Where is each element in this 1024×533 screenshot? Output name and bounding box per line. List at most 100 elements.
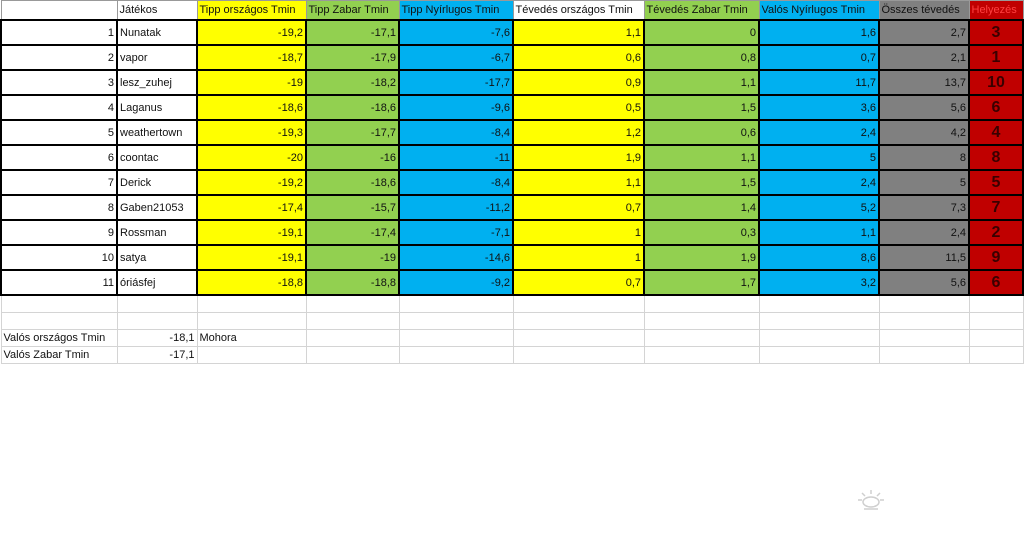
cell-valos-nyirlugos[interactable]: 2,4 bbox=[758, 119, 880, 146]
cell-tipp-nyirlugos[interactable]: -9,6 bbox=[398, 94, 514, 121]
summary-cell[interactable] bbox=[878, 346, 970, 364]
cell-row-number[interactable]: 6 bbox=[0, 144, 118, 171]
summary-cell[interactable] bbox=[758, 312, 880, 330]
summary-cell[interactable] bbox=[643, 294, 760, 313]
cell-osszes-teves[interactable]: 2,7 bbox=[878, 19, 970, 46]
summary-cell[interactable] bbox=[398, 329, 514, 347]
cell-player[interactable]: Gaben21053 bbox=[116, 194, 198, 221]
summary-cell[interactable] bbox=[968, 329, 1024, 347]
cell-player[interactable]: Nunatak bbox=[116, 19, 198, 46]
header-tipp-orszagos[interactable]: Tipp országos Tmin bbox=[196, 0, 307, 21]
cell-teves-orszagos[interactable]: 0,7 bbox=[512, 194, 645, 221]
cell-row-number[interactable]: 8 bbox=[0, 194, 118, 221]
cell-valos-nyirlugos[interactable]: 5 bbox=[758, 144, 880, 171]
cell-valos-nyirlugos[interactable]: 2,4 bbox=[758, 169, 880, 196]
cell-osszes-teves[interactable]: 5,6 bbox=[878, 269, 970, 296]
cell-valos-nyirlugos[interactable]: 8,6 bbox=[758, 244, 880, 271]
cell-row-number[interactable]: 7 bbox=[0, 169, 118, 196]
cell-player[interactable]: vapor bbox=[116, 44, 198, 71]
cell-player[interactable]: coontac bbox=[116, 144, 198, 171]
cell-teves-orszagos[interactable]: 0,7 bbox=[512, 269, 645, 296]
cell-osszes-teves[interactable]: 8 bbox=[878, 144, 970, 171]
cell-row-number[interactable]: 10 bbox=[0, 244, 118, 271]
cell-teves-orszagos[interactable]: 1,1 bbox=[512, 19, 645, 46]
cell-row-number[interactable]: 3 bbox=[0, 69, 118, 96]
summary-cell[interactable] bbox=[878, 294, 970, 313]
cell-player[interactable]: Derick bbox=[116, 169, 198, 196]
cell-tipp-zabar[interactable]: -18,6 bbox=[305, 94, 400, 121]
cell-osszes-teves[interactable]: 5,6 bbox=[878, 94, 970, 121]
summary-cell[interactable] bbox=[305, 294, 400, 313]
cell-player[interactable]: Rossman bbox=[116, 219, 198, 246]
summary-cell[interactable] bbox=[758, 294, 880, 313]
cell-teves-orszagos[interactable]: 0,5 bbox=[512, 94, 645, 121]
header-osszes-teves[interactable]: Összes tévedés bbox=[878, 0, 970, 21]
cell-osszes-teves[interactable]: 11,5 bbox=[878, 244, 970, 271]
cell-tipp-zabar[interactable]: -17,4 bbox=[305, 219, 400, 246]
summary-cell[interactable] bbox=[196, 346, 307, 364]
cell-tipp-orszagos[interactable]: -19,1 bbox=[196, 244, 307, 271]
summary-cell[interactable] bbox=[116, 294, 198, 313]
cell-tipp-zabar[interactable]: -17,9 bbox=[305, 44, 400, 71]
cell-helyezes[interactable]: 4 bbox=[968, 119, 1024, 146]
summary-cell[interactable] bbox=[643, 329, 760, 347]
summary-cell[interactable]: -18,1 bbox=[116, 329, 198, 347]
cell-row-number[interactable]: 9 bbox=[0, 219, 118, 246]
summary-cell[interactable] bbox=[116, 312, 198, 330]
cell-osszes-teves[interactable]: 2,4 bbox=[878, 219, 970, 246]
summary-cell[interactable] bbox=[196, 294, 307, 313]
cell-tipp-zabar[interactable]: -18,2 bbox=[305, 69, 400, 96]
cell-tipp-zabar[interactable]: -17,7 bbox=[305, 119, 400, 146]
header-teves-orszagos[interactable]: Tévedés országos Tmin bbox=[512, 0, 645, 21]
cell-valos-nyirlugos[interactable]: 3,2 bbox=[758, 269, 880, 296]
summary-cell[interactable] bbox=[305, 312, 400, 330]
cell-teves-orszagos[interactable]: 1,9 bbox=[512, 144, 645, 171]
cell-row-number[interactable]: 4 bbox=[0, 94, 118, 121]
cell-tipp-orszagos[interactable]: -19,3 bbox=[196, 119, 307, 146]
summary-cell[interactable] bbox=[758, 346, 880, 364]
cell-valos-nyirlugos[interactable]: 11,7 bbox=[758, 69, 880, 96]
cell-osszes-teves[interactable]: 7,3 bbox=[878, 194, 970, 221]
cell-teves-zabar[interactable]: 0,6 bbox=[643, 119, 760, 146]
summary-cell[interactable] bbox=[305, 329, 400, 347]
summary-cell[interactable] bbox=[968, 294, 1024, 313]
summary-cell[interactable] bbox=[968, 346, 1024, 364]
cell-helyezes[interactable]: 10 bbox=[968, 69, 1024, 96]
summary-cell[interactable] bbox=[968, 312, 1024, 330]
cell-row-number[interactable]: 11 bbox=[0, 269, 118, 296]
cell-tipp-orszagos[interactable]: -19,2 bbox=[196, 169, 307, 196]
cell-tipp-orszagos[interactable]: -17,4 bbox=[196, 194, 307, 221]
cell-valos-nyirlugos[interactable]: 5,2 bbox=[758, 194, 880, 221]
cell-osszes-teves[interactable]: 13,7 bbox=[878, 69, 970, 96]
summary-cell[interactable] bbox=[398, 312, 514, 330]
cell-helyezes[interactable]: 6 bbox=[968, 269, 1024, 296]
summary-cell[interactable] bbox=[305, 346, 400, 364]
summary-cell[interactable] bbox=[0, 294, 118, 313]
cell-teves-zabar[interactable]: 1,1 bbox=[643, 144, 760, 171]
summary-cell[interactable] bbox=[196, 312, 307, 330]
header-row-number[interactable] bbox=[0, 0, 118, 21]
cell-tipp-zabar[interactable]: -18,8 bbox=[305, 269, 400, 296]
cell-helyezes[interactable]: 2 bbox=[968, 219, 1024, 246]
cell-helyezes[interactable]: 3 bbox=[968, 19, 1024, 46]
cell-tipp-zabar[interactable]: -19 bbox=[305, 244, 400, 271]
cell-teves-zabar[interactable]: 1,1 bbox=[643, 69, 760, 96]
summary-cell[interactable]: Mohora bbox=[196, 329, 307, 347]
cell-osszes-teves[interactable]: 2,1 bbox=[878, 44, 970, 71]
header-tipp-nyirlugos[interactable]: Tipp Nyírlugos Tmin bbox=[398, 0, 514, 21]
header-player[interactable]: Játékos bbox=[116, 0, 198, 21]
summary-cell[interactable] bbox=[512, 346, 645, 364]
cell-tipp-nyirlugos[interactable]: -8,4 bbox=[398, 169, 514, 196]
header-teves-zabar[interactable]: Tévedés Zabar Tmin bbox=[643, 0, 760, 21]
cell-helyezes[interactable]: 8 bbox=[968, 144, 1024, 171]
header-tipp-zabar[interactable]: Tipp Zabar Tmin bbox=[305, 0, 400, 21]
cell-row-number[interactable]: 5 bbox=[0, 119, 118, 146]
header-valos-nyirlugos[interactable]: Valós Nyírlugos Tmin bbox=[758, 0, 880, 21]
cell-player[interactable]: satya bbox=[116, 244, 198, 271]
cell-helyezes[interactable]: 7 bbox=[968, 194, 1024, 221]
cell-osszes-teves[interactable]: 5 bbox=[878, 169, 970, 196]
cell-teves-zabar[interactable]: 0,3 bbox=[643, 219, 760, 246]
cell-tipp-orszagos[interactable]: -20 bbox=[196, 144, 307, 171]
cell-teves-orszagos[interactable]: 0,6 bbox=[512, 44, 645, 71]
header-helyezes[interactable]: Helyezés bbox=[968, 0, 1024, 21]
